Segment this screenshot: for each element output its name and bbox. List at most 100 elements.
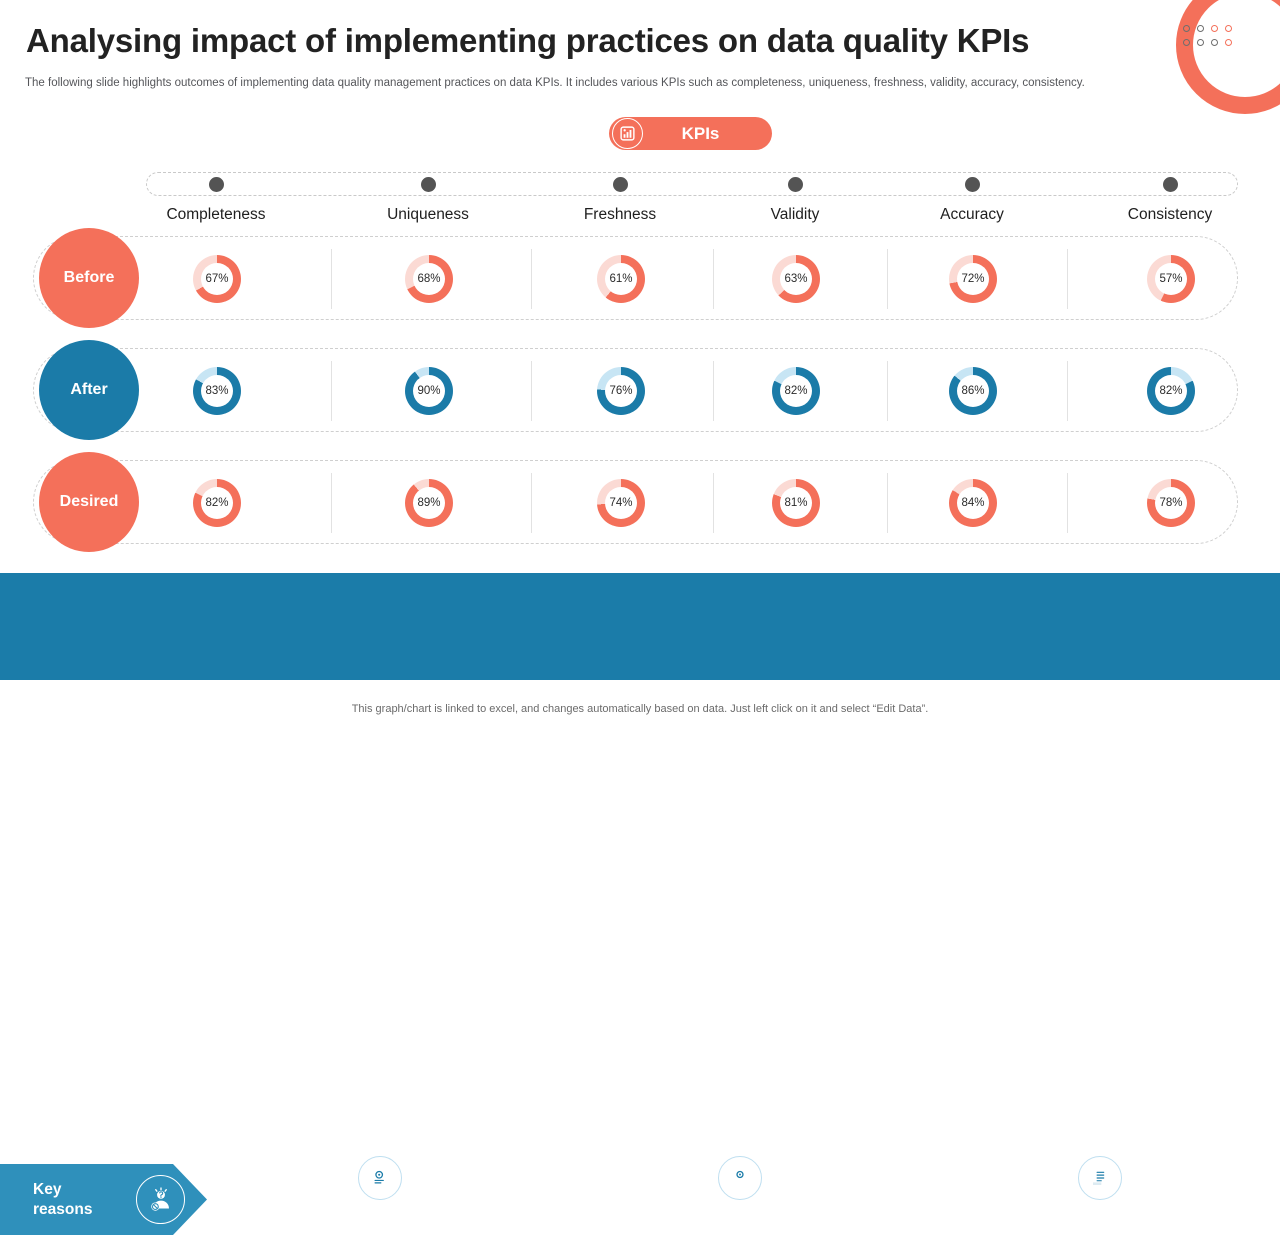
key-reasons-band: Key reasons Standardization of data forma… — [0, 573, 1280, 1240]
kpi-dot-1 — [420, 177, 436, 192]
page-title: Analysing impact of implementing practic… — [26, 22, 1030, 59]
kpi-dot-3 — [787, 177, 803, 192]
donut-after-completeness: 83% — [193, 367, 241, 415]
donut-before-completeness: 67% — [193, 255, 241, 303]
kpi-row-after: 83% 90% 76% 82% 86% 82% — [33, 348, 1238, 432]
kpi-label-0: Completeness — [166, 206, 266, 223]
donut-before-validity: 63% — [772, 255, 820, 303]
key-reason-item-2: Add text here Add text here — [970, 1156, 1230, 1242]
kpi-label-1: Uniqueness — [387, 206, 469, 223]
donut-after-freshness: 76% — [597, 367, 645, 415]
donut-value: 78% — [1155, 487, 1187, 519]
key-reason-text-1: Implementation of data quality rules to e… — [610, 1209, 870, 1242]
donut-value: 81% — [780, 487, 812, 519]
kpi-row-before: 67% 68% 61% 63% 72% 57% — [33, 236, 1238, 320]
kpi-label-5: Consistency — [1127, 206, 1213, 223]
row-separator — [1067, 249, 1068, 309]
row-separator — [531, 249, 532, 309]
row-label-circle-before: Before — [39, 228, 139, 328]
key-reasons-banner-label: Key reasons — [33, 1180, 92, 1221]
dot-grid-decoration — [1180, 22, 1236, 50]
kpi-label-4: Accuracy — [940, 206, 1004, 223]
donut-after-uniqueness: 90% — [405, 367, 453, 415]
donut-before-consistency: 57% — [1147, 255, 1195, 303]
donut-before-accuracy: 72% — [949, 255, 997, 303]
donut-value: 74% — [605, 487, 637, 519]
row-label-circle-desired: Desired — [39, 452, 139, 552]
kpi-dot-0 — [208, 177, 224, 192]
key-reason-line2-2: Add text here — [1062, 1226, 1138, 1241]
donut-after-validity: 82% — [772, 367, 820, 415]
kpi-header-strip — [146, 172, 1238, 196]
key-reason-line2-1: rules to enforce data integrity — [659, 1226, 821, 1241]
donut-after-accuracy: 86% — [949, 367, 997, 415]
row-separator — [331, 249, 332, 309]
kpis-badge-label: KPIs — [681, 123, 720, 143]
footnote: This graph/chart is linked to excel, and… — [351, 703, 929, 715]
row-separator — [887, 473, 888, 533]
donut-value: 61% — [605, 263, 637, 295]
row-label-text: Before — [63, 269, 115, 286]
donut-value: 82% — [1155, 375, 1187, 407]
kpi-dot-5 — [1162, 177, 1178, 192]
lightbulb-gear-icon — [718, 1156, 762, 1200]
donut-value: 82% — [780, 375, 812, 407]
key-reason-line1-1: Implementation of data quality — [656, 1210, 824, 1224]
key-reasons-line2: reasons — [33, 1201, 93, 1219]
key-reasons-line1: Key — [33, 1181, 62, 1198]
key-reason-line1-0: Standardization of data — [315, 1210, 445, 1224]
donut-after-consistency: 82% — [1147, 367, 1195, 415]
row-separator — [531, 361, 532, 421]
donut-desired-consistency: 78% — [1147, 479, 1195, 527]
person-question-icon — [136, 1175, 185, 1224]
row-separator — [1067, 473, 1068, 533]
row-separator — [713, 473, 714, 533]
donut-value: 82% — [201, 487, 233, 519]
kpi-dot-2 — [612, 177, 628, 192]
donut-value: 67% — [201, 263, 233, 295]
kpis-badge: KPIs — [609, 117, 772, 150]
key-reason-text-2: Add text here Add text here — [970, 1209, 1230, 1242]
bar-chart-icon — [612, 118, 643, 149]
key-reason-line1-2: Add text here — [1062, 1210, 1138, 1224]
donut-value: 90% — [413, 375, 445, 407]
donut-desired-completeness: 82% — [193, 479, 241, 527]
row-separator — [713, 361, 714, 421]
donut-desired-accuracy: 84% — [949, 479, 997, 527]
page-subtitle: The following slide highlights outcomes … — [25, 77, 1085, 89]
donut-before-freshness: 61% — [597, 255, 645, 303]
key-reason-item-1: Implementation of data quality rules to e… — [610, 1156, 870, 1242]
donut-value: 57% — [1155, 263, 1187, 295]
key-reason-line2-0: formats and conventions — [311, 1226, 449, 1241]
donut-value: 76% — [605, 375, 637, 407]
row-separator — [331, 361, 332, 421]
donut-value: 72% — [957, 263, 989, 295]
donut-desired-freshness: 74% — [597, 479, 645, 527]
key-reason-text-0: Standardization of data formats and conve… — [250, 1209, 510, 1242]
donut-before-uniqueness: 68% — [405, 255, 453, 303]
row-separator — [331, 473, 332, 533]
donut-desired-validity: 81% — [772, 479, 820, 527]
row-separator — [713, 249, 714, 309]
donut-value: 89% — [413, 487, 445, 519]
row-separator — [887, 361, 888, 421]
donut-value: 83% — [201, 375, 233, 407]
kpi-label-3: Validity — [770, 206, 820, 223]
row-label-text: Desired — [59, 493, 119, 510]
donut-desired-uniqueness: 89% — [405, 479, 453, 527]
band-divider-0 — [560, 1158, 561, 1240]
donut-value: 68% — [413, 263, 445, 295]
row-label-text: After — [70, 381, 108, 398]
key-reason-item-0: Standardization of data formats and conve… — [250, 1156, 510, 1242]
row-separator — [887, 249, 888, 309]
row-separator — [531, 473, 532, 533]
document-settings-icon — [358, 1156, 402, 1200]
donut-value: 84% — [957, 487, 989, 519]
document-stack-icon — [1078, 1156, 1122, 1200]
kpi-dot-4 — [964, 177, 980, 192]
row-label-circle-after: After — [39, 340, 139, 440]
kpi-label-2: Freshness — [583, 206, 657, 223]
row-separator — [1067, 361, 1068, 421]
kpi-row-desired: 82% 89% 74% 81% 84% 78% — [33, 460, 1238, 544]
